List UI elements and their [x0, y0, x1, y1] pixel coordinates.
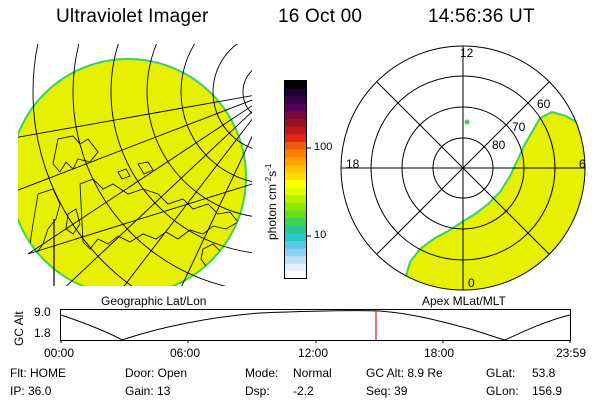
colorbar-band [285, 111, 306, 120]
colorbar-band [285, 248, 306, 257]
glat-value: 53.8 [532, 366, 556, 380]
colorbar-band [285, 149, 306, 158]
timeline-y-top: 9.0 [34, 305, 51, 319]
colorbar-band [285, 88, 306, 97]
timeline-tick-0000: 00:00 [44, 346, 75, 360]
mlat-label-70: 70 [512, 120, 526, 134]
polar-grid [340, 45, 586, 291]
station-marker [464, 119, 470, 125]
colorbar-band [285, 240, 306, 250]
colorbar-band [285, 141, 306, 151]
timeline-tick-1200: 12:00 [298, 346, 329, 360]
colorbar-band [285, 263, 306, 272]
colorbar-band [285, 96, 306, 105]
colorbar-band [285, 126, 306, 135]
geographic-image-panel [18, 44, 252, 286]
mlt-label-18: 18 [346, 157, 360, 171]
mlt-label-0: 0 [468, 276, 475, 290]
timeline-tick-2359: 23:59 [556, 346, 587, 360]
colorbar-band [285, 195, 306, 204]
colorbar-band [285, 218, 306, 227]
mode-value: Normal [293, 366, 332, 380]
colorbar-tick-100: 100 [314, 141, 333, 153]
door-status: Door: Open [125, 366, 188, 380]
mlat-label-80: 80 [492, 138, 506, 152]
left-panel-caption: Geographic Lat/Lon [101, 294, 207, 308]
mlat-mlt-polar-plot [340, 45, 586, 291]
mode-label: Mode: [245, 366, 279, 380]
colorbar-band [285, 225, 306, 234]
dsp-value: -2.2 [293, 384, 314, 398]
colorbar-band [285, 180, 306, 189]
timeline-tick-1800: 18:00 [424, 346, 455, 360]
colorbar-band [285, 202, 306, 212]
colorbar [284, 80, 311, 280]
mlt-label-6: 6 [579, 157, 586, 171]
flight-status: Flt: HOME [10, 366, 66, 380]
colorbar-tick-10: 10 [314, 229, 327, 241]
date-title: 16 Oct 00 [278, 6, 363, 27]
altitude-curve [60, 310, 571, 341]
colorbar-unit-label: photon cm-2s-1 [264, 163, 279, 240]
colorbar-band [285, 210, 306, 219]
mlt-label-12: 12 [460, 46, 474, 60]
altitude-timeline [60, 309, 571, 343]
colorbar-band [285, 271, 306, 280]
colorbar-band [285, 157, 306, 166]
glon-label: GLon: [486, 384, 519, 398]
lat-lon-grid [18, 44, 252, 286]
colorbar-band [285, 256, 306, 265]
ip-value: IP: 36.0 [10, 384, 52, 398]
timeline-axis-label: GC Alt [12, 311, 26, 346]
timeline-tick-0600: 06:00 [170, 346, 201, 360]
instrument-title: Ultraviolet Imager [56, 6, 209, 27]
colorbar-band [285, 81, 306, 90]
colorbar-band [285, 233, 306, 242]
glon-value: 156.9 [532, 384, 563, 398]
colorbar-band [285, 187, 306, 196]
sequence-number: Seq: 39 [366, 384, 408, 398]
glat-label: GLat: [486, 366, 516, 380]
colorbar-band [285, 164, 306, 173]
dsp-label: Dsp: [245, 384, 270, 398]
colorbar-band [285, 103, 306, 113]
gc-altitude: GC Alt: 8.9 Re [366, 366, 443, 380]
aurora-disk [18, 58, 247, 286]
time-title: 14:56:36 UT [428, 6, 535, 27]
mlat-label-60: 60 [537, 97, 551, 111]
right-panel-caption: Apex MLat/MLT [422, 294, 506, 308]
colorbar-band [285, 134, 306, 143]
timeline-y-bottom: 1.8 [34, 326, 51, 340]
colorbar-band [285, 119, 306, 128]
gain-value: Gain: 13 [125, 384, 171, 398]
colorbar-band [285, 172, 306, 181]
